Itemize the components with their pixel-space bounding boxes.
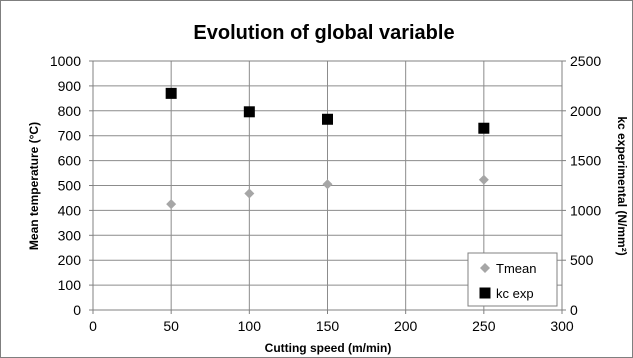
y2-tick-label-2: 1000: [570, 202, 601, 218]
y2-tick-label-3: 1500: [570, 153, 601, 169]
x-tick-label-6: 300: [550, 318, 574, 334]
legend-marker-diamond: [480, 263, 490, 273]
y-tick-label-8: 800: [58, 103, 82, 119]
y2-axis-title: kc experimental (N/mm²): [615, 116, 629, 255]
y-tick-label-5: 500: [58, 178, 82, 194]
y2-tick-label-0: 0: [570, 302, 578, 318]
y-tick-label-0: 0: [73, 302, 81, 318]
diamond-point-3: [478, 174, 489, 185]
x-tick-label-0: 0: [89, 318, 97, 334]
y-tick-label-10: 1000: [50, 53, 81, 69]
square-point-2: [322, 113, 333, 125]
legend-label-1: kc exp: [496, 286, 534, 301]
y-tick-label-9: 900: [58, 78, 82, 94]
chart-title: Evolution of global variable: [193, 22, 454, 44]
y-tick-label-2: 200: [58, 252, 82, 268]
y-tick-label-4: 400: [58, 202, 82, 218]
y-tick-label-3: 300: [58, 227, 82, 243]
square-point-3: [478, 122, 490, 134]
y-tick-label-7: 700: [58, 128, 82, 144]
y-axis-ticks: 0 100 200 300 400 500 600 700 800 900 1000: [50, 53, 93, 318]
x-tick-label-5: 250: [472, 318, 496, 334]
square-point-0: [165, 87, 177, 99]
y-tick-label-6: 600: [58, 153, 82, 169]
x-tick-label-3: 150: [316, 318, 340, 334]
y2-axis-ticks: 0 500 1000 1500 2000 2500: [562, 53, 601, 318]
diamond-point-0: [166, 199, 177, 210]
legend-marker-square: [479, 287, 491, 299]
x-axis-ticks: 0 50 100 150 200 250 300: [89, 310, 574, 334]
y2-tick-label-1: 500: [570, 252, 594, 268]
y2-tick-label-4: 2000: [570, 103, 601, 119]
legend-label-0: Tmean: [496, 261, 536, 276]
x-tick-label-2: 100: [238, 318, 262, 334]
y-tick-label-1: 100: [58, 277, 82, 293]
x-tick-label-1: 50: [163, 318, 179, 334]
y-axis-title: Mean temperature (°C): [27, 122, 41, 250]
x-axis-title: Cutting speed (m/min): [265, 341, 392, 355]
x-tick-label-4: 200: [394, 318, 418, 334]
data-points: [165, 87, 490, 210]
square-point-1: [243, 106, 255, 118]
y2-tick-label-5: 2500: [570, 53, 601, 69]
diamond-point-2: [322, 179, 333, 190]
legend: Tmean kc exp: [467, 252, 558, 307]
diamond-point-1: [244, 188, 255, 199]
